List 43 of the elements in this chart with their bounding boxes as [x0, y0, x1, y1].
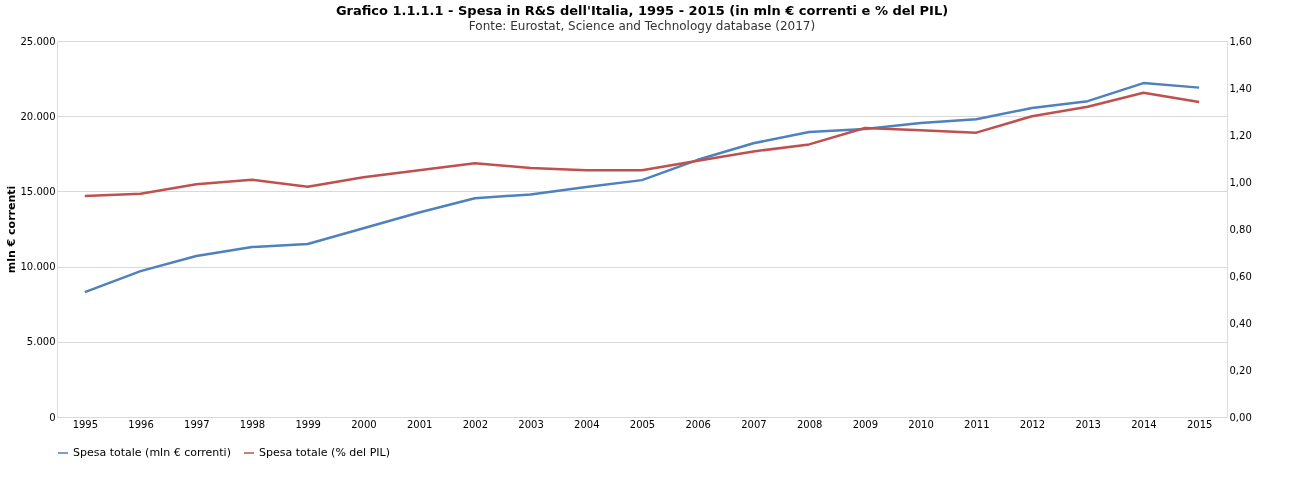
- x-tick-label: 2001: [406, 418, 433, 430]
- x-tick-label: 2012: [1019, 418, 1046, 430]
- x-tick-label: 2004: [574, 418, 600, 430]
- y2-tick-label: 0,40: [1229, 317, 1252, 329]
- x-tick-label: 2011: [964, 418, 990, 430]
- legend-label: Spesa totale (mln € correnti): [73, 446, 231, 459]
- x-tick-label: 2007: [741, 418, 767, 430]
- x-tick-label: 2005: [629, 418, 656, 430]
- y2-tick-label: 0,20: [1229, 364, 1252, 376]
- x-tick-label: 1996: [128, 418, 154, 430]
- chart-title: Grafico 1.1.1.1 - Spesa in R&S dell'Italia, 1995 - 2015 (in mln € correnti e % del PIL): [335, 3, 949, 18]
- y2-tick-label: 1,40: [1229, 82, 1252, 94]
- x-tick-label: 2010: [908, 418, 934, 430]
- x-tick-label: 1995: [72, 418, 99, 430]
- x-tick-label: 1997: [184, 418, 210, 430]
- line-series: [83, 91, 1201, 198]
- line-series: [83, 81, 1201, 294]
- y2-tick-label: 0,80: [1229, 223, 1252, 235]
- legend-label: Spesa totale (% del PIL): [259, 446, 390, 459]
- y2-tick-label: 1,20: [1229, 129, 1252, 141]
- y-tick-label: 10.000: [20, 261, 56, 273]
- chart-subtitle: Fonte: Eurostat, Science and Technology database (2017): [468, 19, 816, 33]
- x-tick-label: 2013: [1075, 418, 1101, 430]
- x-tick-label: 2003: [518, 418, 544, 430]
- y2-tick-label: 1,00: [1229, 176, 1252, 188]
- y2-tick-label: 1,60: [1229, 35, 1252, 47]
- y-tick-label: 5.000: [26, 336, 56, 348]
- y-tick-label: 15.000: [20, 185, 56, 197]
- x-tick-label: 2015: [1186, 418, 1213, 430]
- x-tick-label: 2009: [852, 418, 879, 430]
- y-axis-title: mln € correnti: [4, 185, 18, 274]
- x-tick-label: 2008: [796, 418, 823, 430]
- y2-tick-label: 0,00: [1229, 411, 1252, 423]
- x-tick-label: 1999: [295, 418, 321, 430]
- x-tick-label: 1998: [239, 418, 266, 430]
- x-tick-label: 2014: [1131, 418, 1157, 430]
- x-tick-label: 2002: [462, 418, 489, 430]
- y-tick-label: 0: [49, 411, 56, 423]
- y-tick-label: 20.000: [20, 110, 56, 122]
- x-tick-label: 2006: [685, 418, 711, 430]
- x-tick-label: 2000: [351, 418, 377, 430]
- y-tick-label: 25.000: [20, 35, 56, 47]
- y2-tick-label: 0,60: [1229, 270, 1252, 282]
